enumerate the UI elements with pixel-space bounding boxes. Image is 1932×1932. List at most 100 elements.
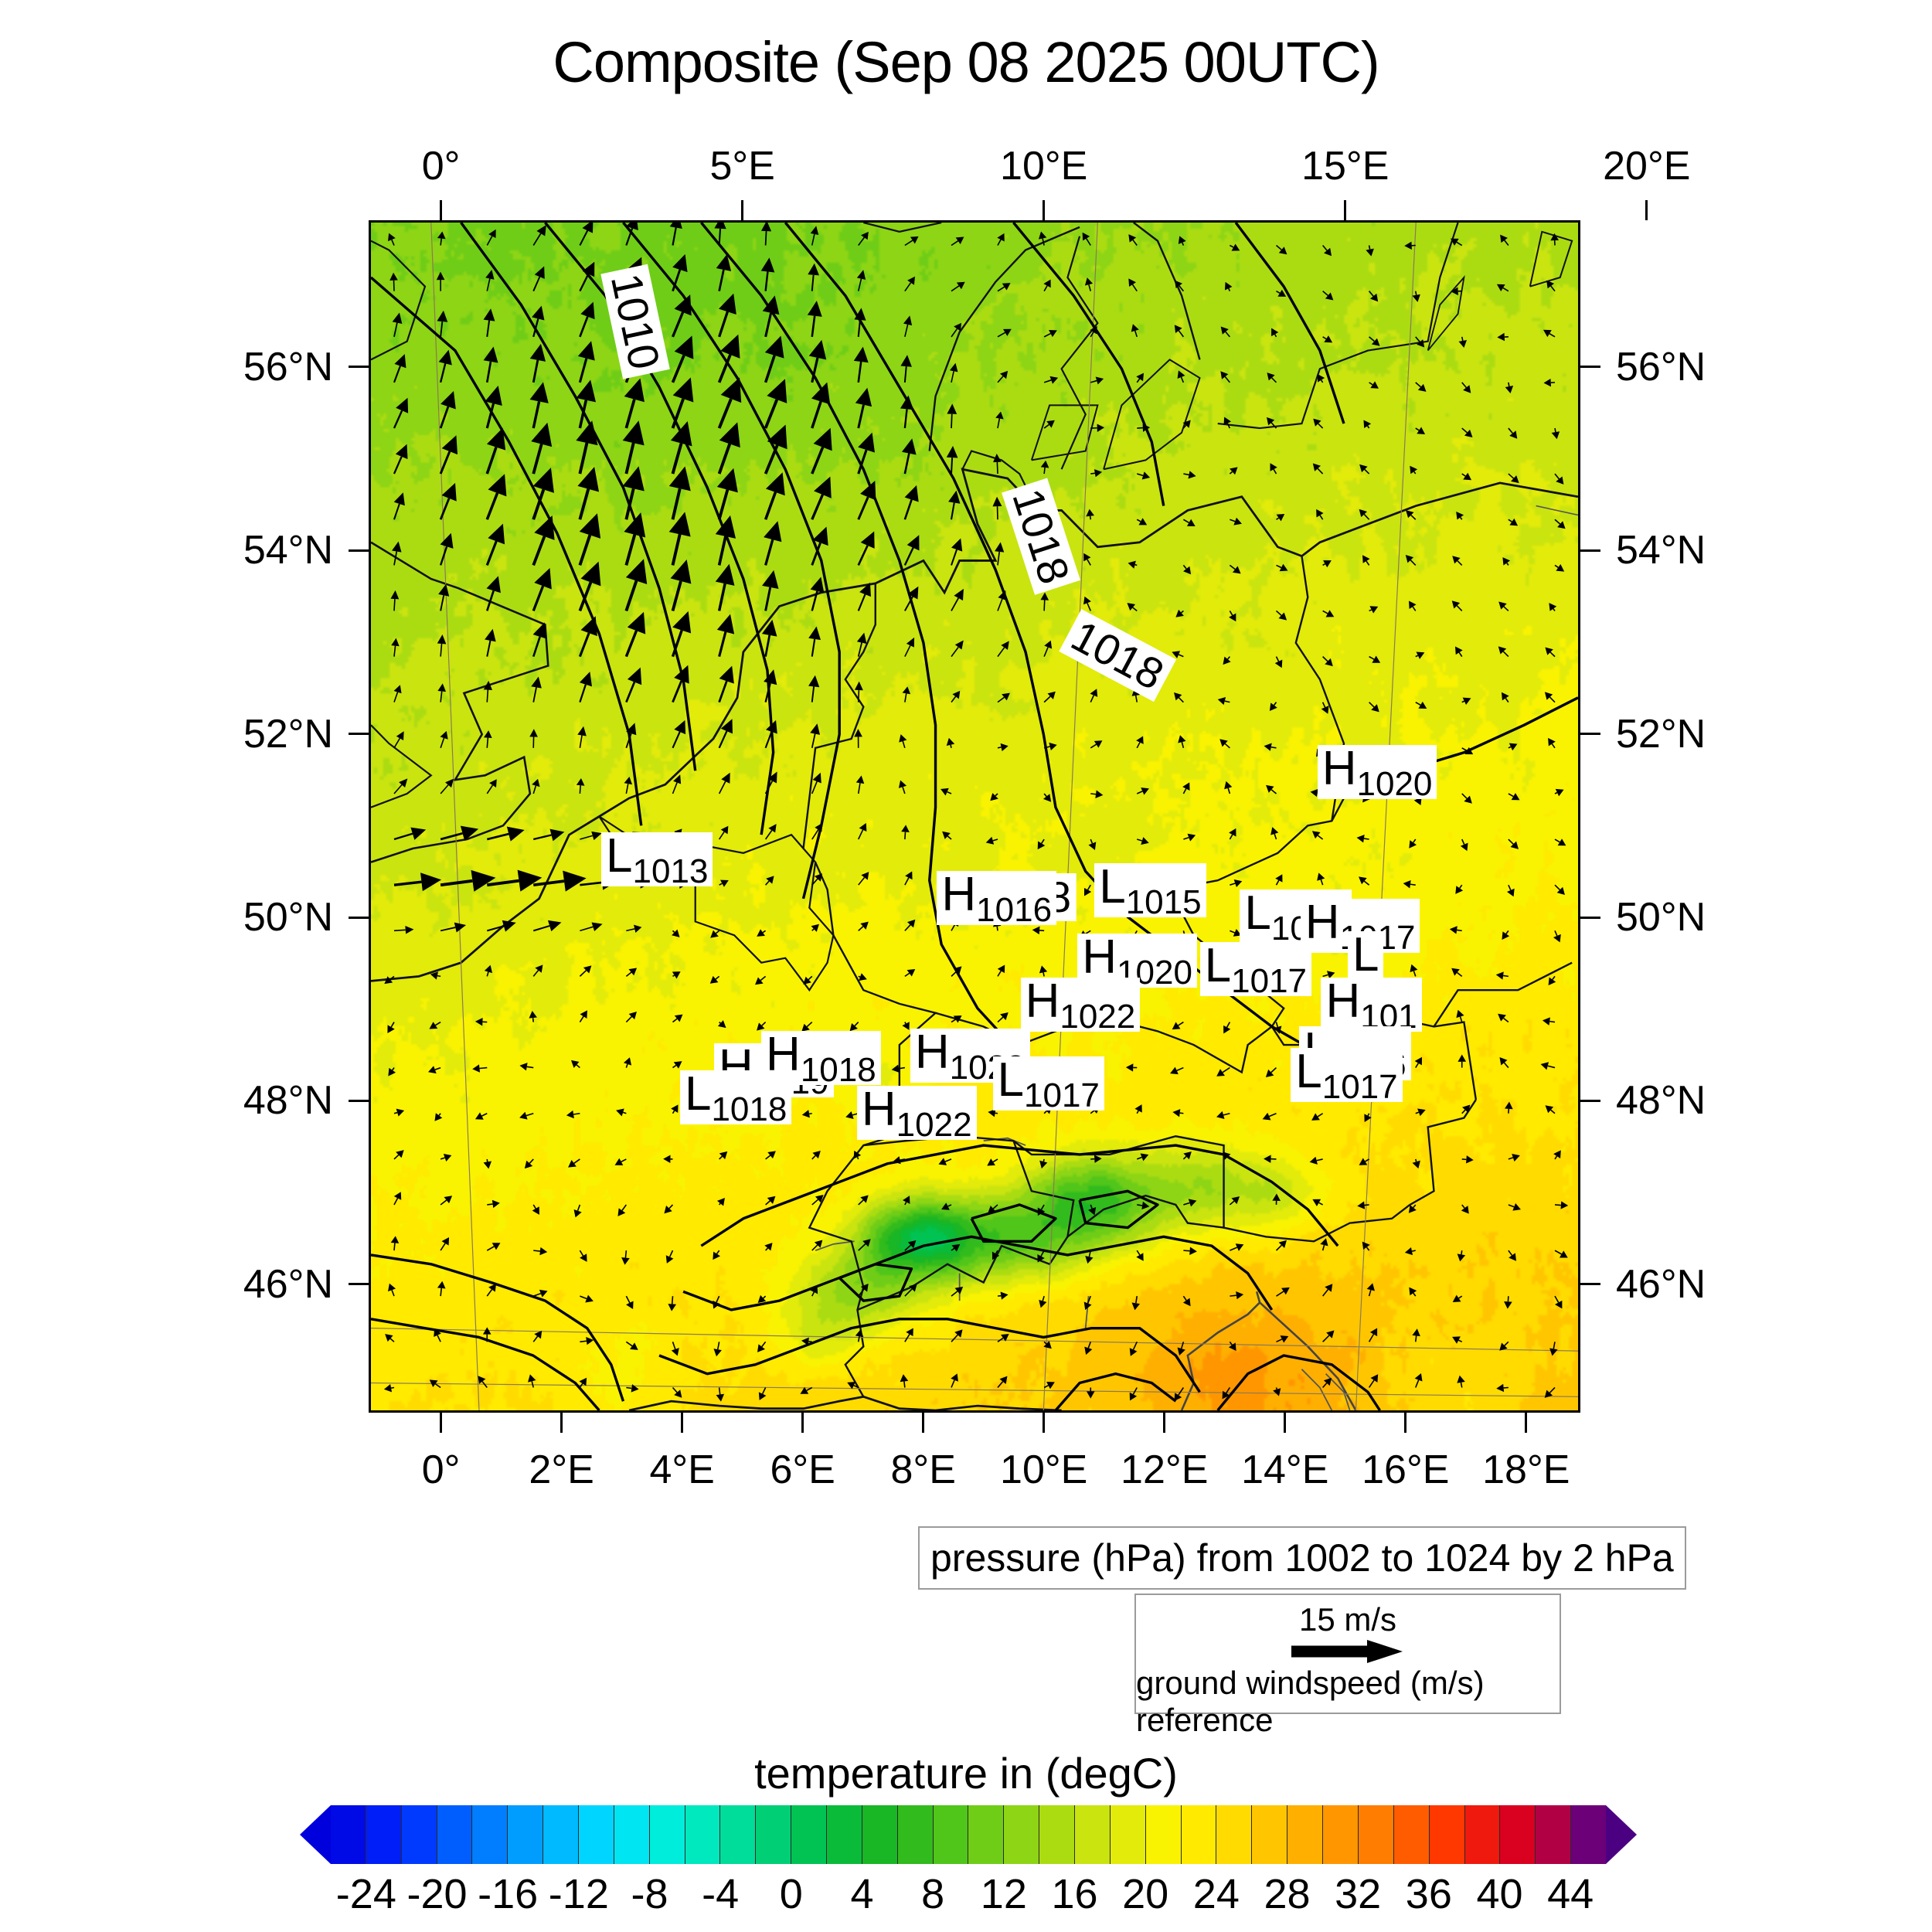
colorbar-cell xyxy=(1145,1805,1182,1864)
pressure-center-value: 1013 xyxy=(632,852,709,890)
pressure-center-value: 1018 xyxy=(800,1051,876,1090)
axis-tick-bottom xyxy=(1525,1413,1528,1433)
axis-tick-right xyxy=(1580,549,1600,552)
axis-tick-bottom xyxy=(681,1413,684,1433)
map-plot-area[interactable] xyxy=(369,220,1580,1413)
right-arrow-icon xyxy=(1290,1638,1406,1665)
axis-tick-top xyxy=(1043,200,1046,220)
pressure-center-type: L xyxy=(1204,938,1232,992)
colorbar-cell xyxy=(1252,1805,1288,1864)
colorbar-cell xyxy=(968,1805,1005,1864)
pressure-center-value: 1020 xyxy=(1356,764,1433,803)
pressure-center-value: 1017 xyxy=(1231,961,1308,1000)
colorbar-tick-9: 12 xyxy=(980,1871,1027,1917)
pressure-center-value: 1016 xyxy=(976,891,1053,930)
coastline-layer xyxy=(371,223,1578,1410)
wind-reference-value: 15 m/s xyxy=(1298,1601,1397,1638)
axis-tick-left xyxy=(349,916,369,919)
axis-label-bottom-4: 8°E xyxy=(890,1447,956,1492)
axis-tick-bottom xyxy=(1043,1413,1046,1433)
colorbar-tick-13: 28 xyxy=(1264,1871,1311,1917)
axis-tick-right xyxy=(1580,366,1600,369)
colorbar-cell xyxy=(1536,1805,1572,1864)
axis-tick-top xyxy=(741,200,744,220)
colorbar-cell xyxy=(472,1805,509,1864)
pressure-center-type: L xyxy=(1295,1044,1322,1098)
colorbar-cell xyxy=(366,1805,402,1864)
axis-label-right-4: 48°N xyxy=(1616,1078,1706,1124)
colorbar-cell xyxy=(1075,1805,1111,1864)
pressure-center-type: L xyxy=(1244,886,1271,940)
colorbar[interactable]: -24 -20 -16 -12 -8 -4 0 4 8 12 16 20 24 28 32 36 40 44 xyxy=(300,1805,1637,1917)
colorbar-tick-14: 32 xyxy=(1335,1871,1382,1917)
axis-label-right-2: 52°N xyxy=(1616,711,1706,757)
pressure-center-marker-l-3: L1015 xyxy=(1094,859,1206,921)
colorbar-cell xyxy=(437,1805,473,1864)
pressure-legend-text: pressure (hPa) from 1002 to 1024 by 2 hP… xyxy=(930,1536,1674,1580)
colorbar-body[interactable] xyxy=(331,1805,1606,1864)
colorbar-tick-3: -12 xyxy=(548,1871,609,1917)
axis-label-right-0: 56°N xyxy=(1616,344,1706,389)
axis-label-bottom-8: 16°E xyxy=(1362,1447,1450,1492)
colorbar-tick-10: 16 xyxy=(1051,1871,1098,1917)
colorbar-tick-4: -8 xyxy=(631,1871,668,1917)
pressure-center-type: H xyxy=(1082,930,1117,984)
colorbar-tick-17: 44 xyxy=(1547,1871,1594,1917)
pressure-legend-box: pressure (hPa) from 1002 to 1024 by 2 hP… xyxy=(918,1526,1686,1590)
colorbar-tick-0: -24 xyxy=(335,1871,396,1917)
pressure-center-type: L xyxy=(1099,859,1126,913)
pressure-center-type: L xyxy=(684,1067,712,1121)
colorbar-cell xyxy=(685,1805,721,1864)
pressure-center-marker-h-2: H1016 xyxy=(937,868,1057,929)
pressure-center-type: L xyxy=(1352,927,1379,981)
axis-label-top-3: 15°E xyxy=(1301,144,1389,189)
colorbar-cell xyxy=(933,1805,969,1864)
wind-vector-layer xyxy=(383,223,1569,1402)
colorbar-cell xyxy=(1393,1805,1430,1864)
colorbar-cell xyxy=(1181,1805,1217,1864)
pressure-center-marker-l-8: L xyxy=(1347,927,1384,985)
axis-label-left-3: 50°N xyxy=(243,895,333,940)
axis-tick-bottom xyxy=(1163,1413,1166,1433)
axis-tick-left xyxy=(349,1283,369,1286)
pressure-center-type: H xyxy=(941,868,977,922)
pressure-center-marker-l-16: L1017 xyxy=(992,1056,1104,1114)
axis-tick-top xyxy=(440,200,443,220)
wind-reference-legend-box: 15 m/s ground windspeed (m/s) reference xyxy=(1134,1594,1561,1738)
pressure-center-type: H xyxy=(861,1083,896,1137)
axis-tick-left xyxy=(349,549,369,552)
temperature-field xyxy=(371,223,1578,1410)
colorbar-cell xyxy=(614,1805,650,1864)
colorbar-tick-1: -20 xyxy=(406,1871,468,1917)
pressure-center-marker-h-0: H1020 xyxy=(1317,741,1437,803)
colorbar-cell xyxy=(756,1805,792,1864)
axis-label-bottom-7: 14°E xyxy=(1241,1447,1329,1492)
colorbar-tick-12: 24 xyxy=(1192,1871,1240,1917)
axis-label-bottom-9: 18°E xyxy=(1482,1447,1570,1492)
pressure-center-marker-h-9: H1022 xyxy=(1020,974,1141,1036)
colorbar-tick-5: -4 xyxy=(702,1871,740,1917)
axis-label-left-5: 46°N xyxy=(243,1261,333,1307)
pressure-center-type: H xyxy=(1025,974,1060,1028)
axis-label-top-0: 0° xyxy=(421,144,461,189)
colorbar-cell xyxy=(1500,1805,1536,1864)
colorbar-cell xyxy=(1358,1805,1394,1864)
colorbar-cell xyxy=(1571,1805,1606,1864)
pressure-center-type: H xyxy=(1321,741,1357,795)
colorbar-tick-16: 40 xyxy=(1476,1871,1523,1917)
axis-tick-right xyxy=(1580,916,1600,919)
pressure-center-type: L xyxy=(606,828,633,883)
pressure-center-value: 1015 xyxy=(1125,883,1202,921)
colorbar-cell xyxy=(401,1805,437,1864)
colorbar-tick-7: 4 xyxy=(850,1871,874,1917)
colorbar-cell xyxy=(1216,1805,1253,1864)
axis-tick-bottom xyxy=(922,1413,925,1433)
axis-label-left-0: 56°N xyxy=(243,344,333,389)
pressure-center-marker-h-6: H1020 xyxy=(1077,933,1197,992)
axis-label-bottom-3: 6°E xyxy=(770,1447,835,1492)
axis-label-bottom-0: 0° xyxy=(421,1447,461,1492)
axis-tick-left xyxy=(349,733,369,736)
axis-label-top-1: 5°E xyxy=(709,144,775,189)
colorbar-tick-15: 36 xyxy=(1405,1871,1452,1917)
colorbar-cell xyxy=(649,1805,685,1864)
